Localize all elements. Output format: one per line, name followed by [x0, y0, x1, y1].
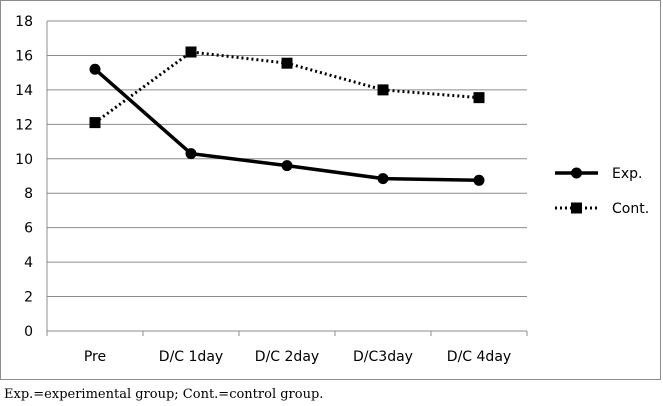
legend-marker — [571, 202, 582, 214]
y-axis-tick-labels: 0 2 4 6 8 10 12 14 16 18 — [15, 14, 33, 340]
data-point-exp — [377, 173, 389, 185]
data-point-exp — [185, 148, 197, 160]
y-tick-label: 6 — [24, 221, 33, 237]
data-point-exp — [281, 160, 293, 172]
data-point-cont — [89, 117, 101, 129]
legend-marker — [571, 167, 582, 179]
x-tick-label: D/C 2day — [255, 349, 319, 365]
axes — [46, 21, 528, 336]
y-tick-label: 12 — [15, 117, 33, 133]
series-exp — [89, 63, 485, 186]
legend: Exp. Cont. — [555, 166, 649, 217]
y-tick-label: 8 — [24, 186, 33, 202]
y-tick-label: 10 — [15, 152, 33, 168]
gridlines — [47, 20, 527, 298]
chart-frame — [0, 0, 661, 380]
data-point-cont — [377, 84, 389, 96]
y-tick-label: 14 — [15, 83, 33, 99]
y-tick-label: 18 — [15, 14, 33, 30]
line-chart: 0 2 4 6 8 10 12 14 16 18 Pre D/C 1day D/C 2day D/C3d… — [15, 14, 649, 365]
data-point-cont — [281, 57, 293, 69]
x-tick-label: Pre — [84, 349, 106, 365]
y-tick-label: 2 — [24, 290, 33, 306]
x-axis-tick-labels: Pre D/C 1day D/C 2day D/C3day D/C 4day — [84, 349, 511, 365]
y-tick-label: 16 — [15, 48, 33, 64]
data-point-cont — [185, 46, 197, 58]
legend-item-exp: Exp. — [555, 166, 642, 182]
x-tick-label: D/C3day — [353, 349, 413, 365]
series-cont — [89, 46, 485, 129]
data-point-cont — [473, 92, 485, 104]
legend-item-cont: Cont. — [555, 201, 649, 217]
data-point-exp — [89, 63, 101, 75]
series-lines — [89, 46, 485, 186]
y-tick-label: 4 — [24, 255, 33, 271]
x-tick-label: D/C 4day — [447, 349, 511, 365]
legend-label: Exp. — [612, 166, 642, 182]
figure-caption: Exp.=experimental group; Cont.=control g… — [4, 387, 324, 402]
data-point-exp — [473, 174, 485, 186]
x-tick-label: D/C 1day — [159, 349, 223, 365]
legend-label: Cont. — [612, 201, 649, 217]
y-tick-label: 0 — [24, 324, 33, 340]
